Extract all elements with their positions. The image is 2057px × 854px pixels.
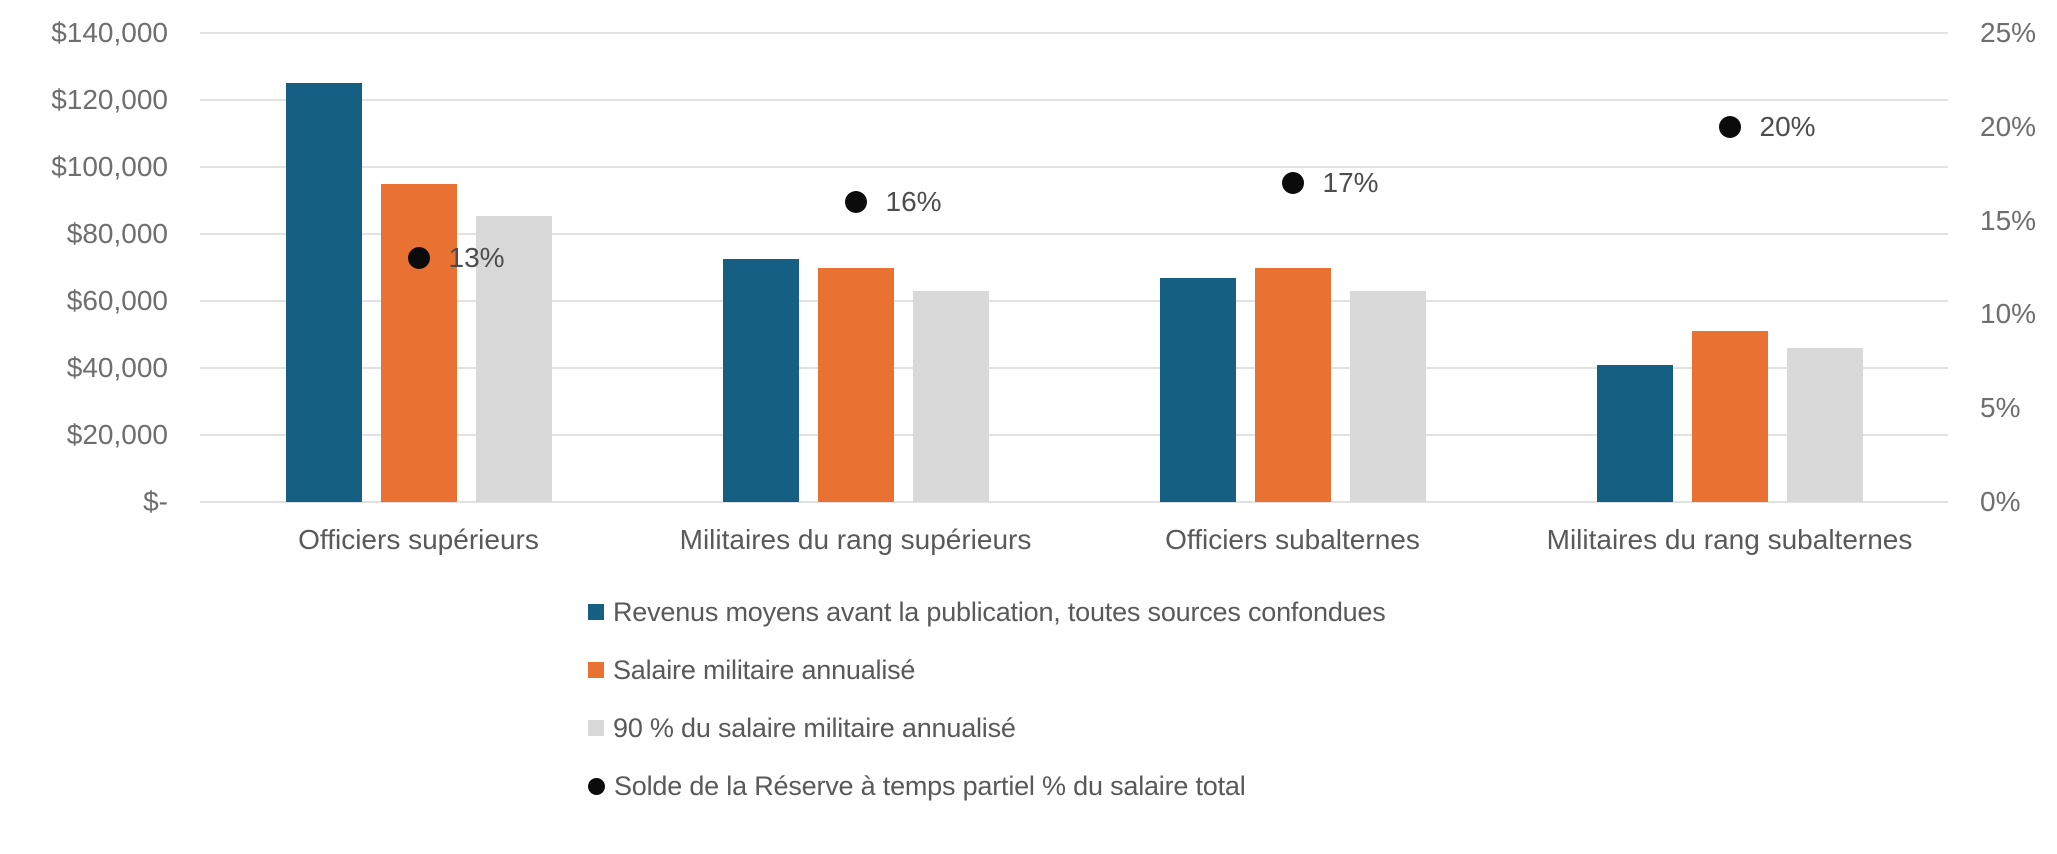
left-axis-tick: $20,000: [66, 419, 168, 450]
scatter-point: [1718, 115, 1741, 138]
y-axis-left: $- $20,000 $40,000 $60,000 $80,000 $100,000 $1…: [0, 17, 168, 517]
bar-series-2: [380, 183, 457, 502]
scatter-point-label: 20%: [1759, 110, 1816, 142]
bar-group: 17%: [1074, 33, 1511, 502]
legend-label: 90 % du salaire militaire annualisé: [613, 712, 1016, 743]
legend-label: Revenus moyens avant la publication, tou…: [613, 596, 1386, 627]
legend-item: Solde de la Réserve à temps partiel % du…: [588, 770, 1386, 801]
bar-series-1: [1596, 364, 1673, 502]
bar-series-3: [912, 290, 989, 502]
bar-cluster: [200, 33, 637, 502]
category-label: Officiers supérieurs: [298, 524, 539, 555]
left-axis-tick: $60,000: [66, 285, 168, 316]
scatter-point: [844, 190, 867, 213]
bar-series-2: [817, 267, 894, 502]
gridline: [200, 434, 1948, 437]
legend-square-marker-icon: [588, 662, 604, 678]
gridline: [200, 367, 1948, 370]
left-axis-tick: $80,000: [66, 218, 168, 249]
legend-circle-marker-icon: [588, 777, 605, 795]
right-axis-tick: 5%: [1980, 392, 2021, 424]
bar-series-3: [475, 215, 552, 502]
scatter-point-label: 13%: [448, 242, 505, 274]
legend-item: Salaire militaire annualisé: [588, 654, 1386, 685]
bar-cluster: [637, 33, 1074, 502]
bar-cluster: [1074, 33, 1511, 502]
bar-series-1: [285, 83, 362, 502]
category-axis: Officiers supérieurs Militaires du rang s…: [200, 524, 1948, 556]
gridline: [200, 233, 1948, 236]
legend-label: Solde de la Réserve à temps partiel % du…: [614, 770, 1246, 801]
y-axis-right: 0% 5% 10% 15% 20% 25%: [1980, 17, 2057, 517]
scatter-point-label: 16%: [885, 185, 942, 217]
bar-series-3: [1349, 290, 1426, 502]
left-axis-tick: $120,000: [51, 84, 168, 115]
bar-group: 13%: [200, 33, 637, 502]
legend-square-marker-icon: [588, 720, 604, 736]
scatter-point: [1281, 172, 1304, 195]
legend-item: 90 % du salaire militaire annualisé: [588, 712, 1386, 743]
right-axis-tick: 25%: [1980, 17, 2037, 48]
bar-series-1: [1159, 277, 1236, 502]
bar-group: 16%: [637, 33, 1074, 502]
legend: Revenus moyens avant la publication, tou…: [588, 596, 1386, 801]
gridline: [200, 166, 1948, 168]
category-label: Officiers subalternes: [1165, 524, 1420, 555]
legend-item: Revenus moyens avant la publication, tou…: [588, 596, 1386, 627]
scatter-point: [407, 247, 430, 270]
right-axis-tick: 20%: [1980, 110, 2037, 142]
left-axis-tick: $100,000: [51, 151, 168, 182]
bar-series-2: [1691, 331, 1768, 502]
category-label: Militaires du rang subalternes: [1546, 524, 1913, 555]
gridline: [200, 99, 1948, 101]
plot-area: 13% 16% 17% 20%: [200, 32, 1948, 503]
left-axis-tick: $-: [143, 486, 168, 517]
right-axis-tick: 0%: [1980, 486, 2021, 517]
legend-square-marker-icon: [588, 604, 604, 620]
bar-series-1: [722, 259, 799, 502]
left-axis-tick: $140,000: [51, 17, 168, 48]
bar-series-2: [1254, 267, 1331, 502]
gridline: [200, 32, 1948, 34]
left-axis-tick: $40,000: [66, 352, 168, 383]
gridline: [200, 501, 1948, 503]
right-axis-tick: 15%: [1980, 204, 2037, 236]
category-label: Militaires du rang supérieurs: [679, 524, 1032, 555]
bar-group: 20%: [1511, 33, 1948, 502]
right-axis-tick: 10%: [1980, 298, 2037, 330]
bar-series-3: [1786, 348, 1863, 502]
bar-cluster: [1511, 33, 1948, 502]
gridline: [200, 300, 1948, 302]
scatter-point-label: 17%: [1322, 167, 1379, 199]
legend-label: Salaire militaire annualisé: [613, 654, 916, 685]
